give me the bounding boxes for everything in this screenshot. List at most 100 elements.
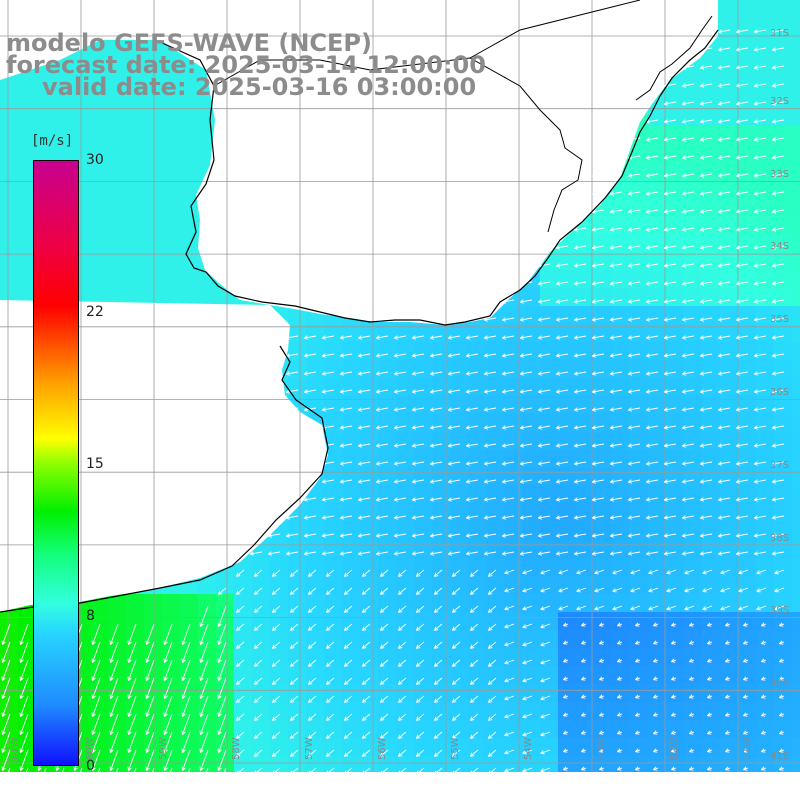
wind-arrow [357, 335, 371, 340]
wind-cell [648, 396, 667, 415]
wind-arrow [724, 676, 731, 681]
wind-arrow [1, 623, 11, 646]
wind-cell [126, 738, 145, 757]
wind-cell [630, 702, 649, 721]
wind-cell [108, 234, 127, 253]
wind-cell [594, 738, 613, 757]
wind-arrow [271, 731, 281, 739]
wind-arrow [321, 551, 335, 556]
wind-cell [234, 648, 253, 667]
wind-cell [792, 378, 800, 397]
wind-arrow [735, 263, 749, 268]
wind-cell [288, 522, 307, 541]
wind-arrow [469, 695, 479, 703]
wind-cell [594, 486, 613, 505]
wind-cell [522, 396, 541, 415]
wind-arrow [645, 371, 659, 376]
wind-cell [630, 648, 649, 667]
wind-cell [522, 324, 541, 343]
wind-arrow [555, 425, 569, 430]
wind-cell [576, 342, 595, 361]
wind-arrow [397, 731, 407, 739]
wind-cell [450, 576, 469, 595]
wind-cell [324, 486, 343, 505]
wind-cell [540, 540, 559, 559]
wind-cell [378, 594, 397, 613]
wind-cell [468, 702, 487, 721]
wind-arrow [735, 47, 749, 52]
wind-arrow [760, 640, 767, 645]
wind-arrow [433, 587, 443, 595]
wind-cell [324, 360, 343, 379]
wind-arrow [735, 209, 749, 214]
wind-cell [738, 414, 757, 433]
wind-arrow [375, 443, 389, 448]
wind-arrow [699, 65, 713, 70]
wind-arrow [321, 371, 335, 376]
wind-cell [612, 486, 631, 505]
wind-cell [792, 126, 800, 145]
wind-arrow [415, 731, 425, 739]
wind-cell [270, 756, 289, 775]
wind-cell [108, 702, 127, 721]
wind-arrow [573, 479, 587, 484]
wind-cell [630, 378, 649, 397]
wind-arrow [375, 353, 389, 358]
wind-cell [216, 720, 235, 739]
wind-arrow [699, 551, 713, 556]
wind-cell [576, 684, 595, 703]
wind-arrow [235, 713, 245, 721]
wind-cell [792, 216, 800, 235]
wind-arrow [393, 497, 407, 502]
wind-cell [774, 144, 793, 163]
wind-cell [576, 396, 595, 415]
wind-cell [360, 540, 379, 559]
wind-cell [738, 54, 757, 73]
wind-arrow [591, 371, 605, 376]
wind-cell [450, 540, 469, 559]
wind-cell [450, 756, 469, 775]
wind-cell [648, 360, 667, 379]
wind-cell [198, 720, 217, 739]
wind-arrow [375, 335, 389, 340]
wind-cell [774, 342, 793, 361]
wind-cell [414, 594, 433, 613]
wind-cell [396, 576, 415, 595]
wind-arrow [735, 407, 749, 412]
wind-cell [108, 594, 127, 613]
wind-arrow [573, 263, 587, 268]
wind-cell [792, 0, 800, 19]
wind-cell [576, 270, 595, 289]
wind-cell [576, 504, 595, 523]
wind-arrow [699, 425, 713, 430]
wind-cell [756, 306, 775, 325]
wind-arrow [555, 371, 569, 376]
wind-arrow [591, 515, 605, 520]
wind-arrow [411, 353, 425, 358]
wind-arrow [717, 371, 731, 376]
wind-cell [306, 342, 325, 361]
wind-cell [144, 108, 163, 127]
wind-cell [666, 126, 685, 145]
wind-arrow [771, 281, 785, 286]
wind-cell [162, 594, 181, 613]
wind-cell [432, 432, 451, 451]
wind-cell [108, 144, 127, 163]
wind-cell [216, 738, 235, 757]
wind-arrow [771, 245, 785, 250]
wind-arrow [580, 766, 587, 771]
wind-arrow [235, 695, 245, 703]
wind-arrow [429, 515, 443, 520]
wind-cell [648, 720, 667, 739]
wind-cell [18, 72, 37, 91]
wind-cell [144, 234, 163, 253]
wind-arrow [303, 551, 317, 556]
wind-arrow [681, 533, 695, 538]
wind-cell [396, 324, 415, 343]
wind-cell [306, 378, 325, 397]
wind-arrow [670, 676, 677, 681]
wind-arrow [285, 533, 299, 538]
wind-cell [324, 324, 343, 343]
wind-cell [792, 396, 800, 415]
wind-cell [756, 702, 775, 721]
